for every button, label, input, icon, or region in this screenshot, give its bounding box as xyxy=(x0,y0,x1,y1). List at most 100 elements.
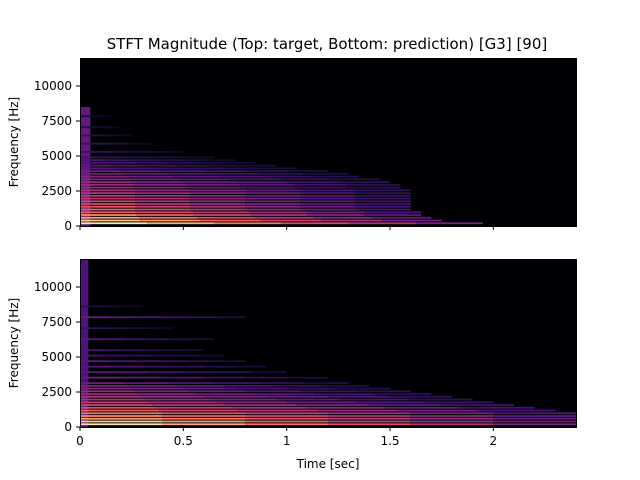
harmonic-line xyxy=(186,183,241,186)
harmonic-line xyxy=(162,415,246,417)
harmonic-line xyxy=(167,161,198,164)
harmonic-line xyxy=(493,423,576,426)
harmonic-line xyxy=(303,382,349,384)
harmonic-line xyxy=(80,172,125,175)
harmonic-line xyxy=(80,142,93,145)
harmonic-line xyxy=(142,349,163,352)
harmonic-line xyxy=(138,161,168,164)
harmonic-line xyxy=(321,384,370,387)
harmonic-line xyxy=(493,420,576,423)
harmonic-line xyxy=(135,390,191,393)
harmonic-line xyxy=(341,398,408,401)
harmonic-line xyxy=(210,398,277,401)
harmonic-line xyxy=(131,159,158,162)
harmonic-line xyxy=(80,349,101,352)
harmonic-line xyxy=(329,178,380,181)
harmonic-line xyxy=(152,354,177,357)
harmonic-line xyxy=(162,360,191,363)
harmonic-line xyxy=(410,417,494,420)
harmonic-line xyxy=(162,412,246,415)
harmonic-line xyxy=(80,134,89,137)
harmonic-line xyxy=(424,401,494,404)
harmonic-line xyxy=(105,159,132,162)
harmonic-line xyxy=(355,203,411,205)
harmonic-line xyxy=(245,203,301,205)
harmonic-line xyxy=(317,409,397,412)
harmonic-line xyxy=(238,409,318,412)
harmonic-line xyxy=(148,401,218,404)
harmonic-line xyxy=(245,189,301,192)
harmonic-line xyxy=(80,126,87,129)
harmonic-line xyxy=(204,170,246,173)
harmonic-line xyxy=(145,398,211,401)
harmonic-line xyxy=(245,390,301,393)
harmonic-line xyxy=(245,412,328,415)
harmonic-line xyxy=(131,151,149,153)
harmonic-line xyxy=(142,365,173,368)
harmonic-line xyxy=(200,219,261,222)
harmonic-line xyxy=(80,115,86,118)
harmonic-line xyxy=(348,222,416,225)
harmonic-line xyxy=(255,216,315,219)
prediction-spectrogram xyxy=(80,259,576,427)
harmonic-line xyxy=(121,305,132,308)
harmonic-line xyxy=(190,360,218,363)
x-axis-label: Time [sec] xyxy=(296,457,360,471)
harmonic-line xyxy=(80,417,163,420)
harmonic-line xyxy=(300,208,356,211)
harmonic-line xyxy=(217,360,246,363)
harmonic-line xyxy=(129,178,180,181)
harmonic-line xyxy=(121,349,142,352)
harmonic-line xyxy=(100,115,106,118)
harmonic-line xyxy=(252,371,287,374)
harmonic-line xyxy=(338,181,390,183)
harmonic-line xyxy=(162,417,246,420)
harmonic-line xyxy=(328,415,411,417)
harmonic-line xyxy=(80,415,163,417)
harmonic-line xyxy=(286,387,339,390)
harmonic-line xyxy=(135,197,191,200)
harmonic-line xyxy=(191,338,215,341)
harmonic-line xyxy=(135,208,191,211)
harmonic-line xyxy=(200,354,225,357)
harmonic-line xyxy=(80,387,132,390)
harmonic-line xyxy=(300,189,356,192)
harmonic-line xyxy=(179,178,230,181)
harmonic-line xyxy=(279,178,330,181)
harmonic-line xyxy=(214,222,282,225)
harmonic-line xyxy=(80,382,125,384)
x-tick-label: 1.5 xyxy=(380,434,399,448)
harmonic-line xyxy=(240,186,294,189)
harmonic-line xyxy=(142,327,158,330)
harmonic-line xyxy=(116,167,153,170)
prediction-plot-frame xyxy=(80,259,577,428)
harmonic-line xyxy=(100,126,108,129)
harmonic-line xyxy=(100,305,111,308)
harmonic-line xyxy=(80,208,136,211)
harmonic-line xyxy=(300,205,356,208)
harmonic-line xyxy=(93,126,101,129)
harmonic-line xyxy=(80,354,105,357)
target-y-axis-label: Frequency [Hz] xyxy=(7,97,21,188)
harmonic-line xyxy=(235,181,287,183)
harmonic-line xyxy=(124,382,170,384)
harmonic-line xyxy=(204,395,266,398)
y-tick-label: 7500 xyxy=(41,114,72,128)
harmonic-line xyxy=(147,222,215,225)
harmonic-line xyxy=(186,186,241,189)
harmonic-line xyxy=(300,197,356,200)
harmonic-line xyxy=(136,211,194,214)
y-tick-label: 0 xyxy=(64,420,72,434)
harmonic-line xyxy=(229,178,280,181)
harmonic-line xyxy=(138,216,198,219)
harmonic-line xyxy=(148,371,184,374)
harmonic-line xyxy=(266,395,328,398)
harmonic-line xyxy=(116,142,129,145)
harmonic-line xyxy=(142,395,204,398)
harmonic-line xyxy=(162,349,184,352)
harmonic-line xyxy=(245,376,287,379)
harmonic-line xyxy=(190,200,246,203)
harmonic-line xyxy=(123,134,132,137)
harmonic-line xyxy=(90,115,96,118)
harmonic-line xyxy=(355,194,411,197)
